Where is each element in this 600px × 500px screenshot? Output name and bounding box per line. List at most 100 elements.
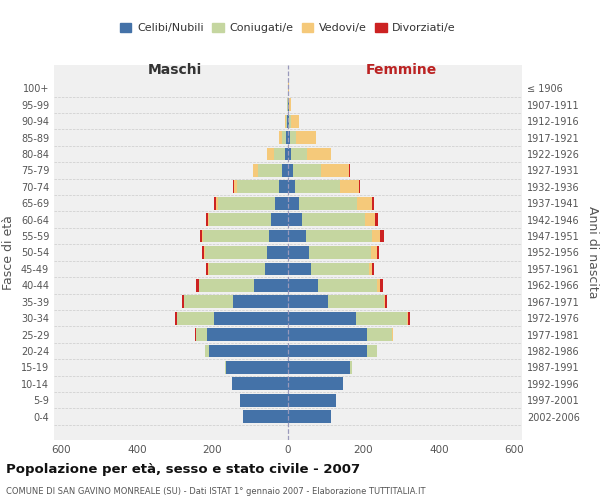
Bar <box>209 214 271 226</box>
Bar <box>385 296 387 308</box>
Bar <box>356 312 407 324</box>
Bar <box>369 262 372 276</box>
Bar <box>407 312 410 324</box>
Text: Maschi: Maschi <box>148 63 202 77</box>
Bar <box>204 246 205 259</box>
Bar <box>195 328 196 341</box>
Bar <box>302 214 365 226</box>
Bar <box>265 262 288 276</box>
Bar <box>377 246 379 259</box>
Bar <box>288 378 343 390</box>
Bar <box>359 180 361 194</box>
Bar <box>237 180 278 194</box>
Text: Popolazione per età, sesso e stato civile - 2007: Popolazione per età, sesso e stato civil… <box>6 462 360 475</box>
Bar <box>216 197 218 209</box>
Bar <box>278 132 281 144</box>
Bar <box>372 230 380 242</box>
Y-axis label: Fasce di età: Fasce di età <box>2 215 15 290</box>
Bar <box>258 164 283 177</box>
Bar <box>291 115 299 128</box>
Text: Femmine: Femmine <box>365 63 437 77</box>
Bar <box>371 246 377 259</box>
Bar <box>209 344 288 358</box>
Bar <box>377 279 380 291</box>
Bar <box>288 180 295 194</box>
Bar <box>207 328 288 341</box>
Bar <box>309 246 371 259</box>
Bar <box>380 279 383 291</box>
Bar <box>288 164 293 177</box>
Bar <box>372 197 374 209</box>
Bar <box>288 361 350 374</box>
Bar <box>288 246 309 259</box>
Bar <box>288 148 291 160</box>
Bar <box>290 132 296 144</box>
Bar <box>206 262 208 276</box>
Bar <box>218 197 275 209</box>
Bar <box>311 262 369 276</box>
Bar <box>225 361 226 374</box>
Bar <box>275 197 288 209</box>
Bar <box>291 148 307 160</box>
Bar <box>233 180 234 194</box>
Bar <box>205 246 267 259</box>
Bar <box>288 394 337 406</box>
Bar <box>288 197 299 209</box>
Bar <box>286 132 288 144</box>
Bar <box>202 246 204 259</box>
Bar <box>214 312 288 324</box>
Bar <box>295 180 340 194</box>
Bar <box>199 279 254 291</box>
Y-axis label: Anni di nascita: Anni di nascita <box>586 206 599 298</box>
Bar <box>367 344 377 358</box>
Bar <box>269 230 288 242</box>
Bar <box>232 378 288 390</box>
Bar <box>288 344 367 358</box>
Bar <box>203 230 269 242</box>
Bar <box>288 279 318 291</box>
Bar <box>200 230 202 242</box>
Bar <box>288 312 356 324</box>
Bar <box>288 328 367 341</box>
Bar <box>318 279 377 291</box>
Bar <box>226 361 288 374</box>
Text: COMUNE DI SAN GAVINO MONREALE (SU) - Dati ISTAT 1° gennaio 2007 - Elaborazione T: COMUNE DI SAN GAVINO MONREALE (SU) - Dat… <box>6 488 425 496</box>
Bar <box>289 98 291 111</box>
Bar <box>233 296 288 308</box>
Bar <box>392 328 394 341</box>
Bar <box>293 164 321 177</box>
Bar <box>206 214 208 226</box>
Bar <box>384 296 385 308</box>
Bar <box>274 148 285 160</box>
Bar <box>287 115 288 128</box>
Bar <box>176 312 214 324</box>
Bar <box>288 214 302 226</box>
Bar <box>286 115 287 128</box>
Bar <box>296 132 316 144</box>
Bar <box>283 164 288 177</box>
Bar <box>289 115 291 128</box>
Bar <box>328 296 384 308</box>
Bar <box>288 98 289 111</box>
Bar <box>288 262 311 276</box>
Bar <box>208 262 209 276</box>
Bar <box>288 296 328 308</box>
Bar <box>208 214 209 226</box>
Bar <box>184 296 233 308</box>
Bar <box>285 148 288 160</box>
Bar <box>321 164 349 177</box>
Bar <box>182 296 184 308</box>
Bar <box>288 230 306 242</box>
Bar <box>196 279 199 291</box>
Bar <box>281 132 286 144</box>
Bar <box>205 344 209 358</box>
Bar <box>350 361 352 374</box>
Bar <box>288 132 290 144</box>
Bar <box>365 214 375 226</box>
Bar <box>306 230 372 242</box>
Bar <box>209 262 265 276</box>
Bar <box>267 246 288 259</box>
Bar <box>307 148 331 160</box>
Bar <box>357 197 372 209</box>
Bar <box>253 164 258 177</box>
